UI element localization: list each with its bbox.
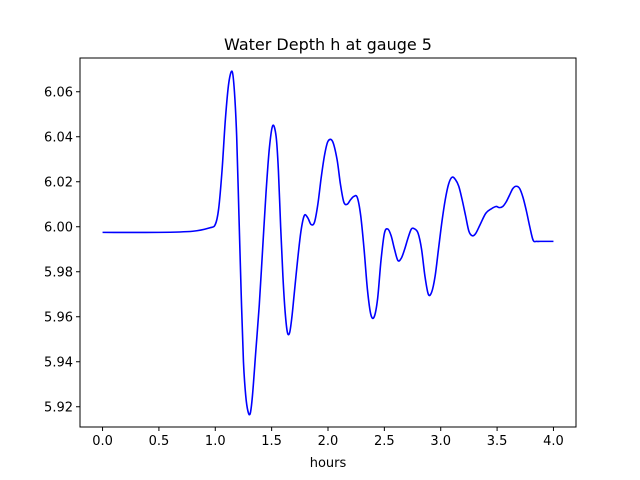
- x-axis-ticks: 0.0 0.5 1.0 1.5 2.0 2.5 3.0 3.5 4.0: [92, 427, 564, 449]
- x-tick-label: 2.0: [318, 434, 339, 449]
- x-tick-label: 1.0: [205, 434, 226, 449]
- y-tick-label: 5.96: [44, 310, 73, 325]
- series-line-water-depth: [102, 70, 554, 416]
- y-tick-label: 6.02: [44, 175, 73, 190]
- y-tick-label: 5.98: [44, 265, 73, 280]
- y-tick-label: 5.94: [44, 355, 73, 370]
- y-tick-label: 6.06: [44, 85, 73, 100]
- x-tick-label: 4.0: [543, 434, 564, 449]
- x-tick-label: 1.5: [261, 434, 282, 449]
- x-tick-label: 0.0: [92, 434, 113, 449]
- chart-title: Water Depth h at gauge 5: [224, 35, 432, 54]
- x-tick-label: 2.5: [374, 434, 395, 449]
- x-tick-label: 3.0: [430, 434, 451, 449]
- x-axis-label: hours: [310, 456, 347, 471]
- y-axis-ticks: 5.92 5.94 5.96 5.98 6.00 6.02 6.04 6.06: [44, 85, 80, 415]
- y-tick-label: 5.92: [44, 400, 73, 415]
- x-tick-label: 3.5: [487, 434, 508, 449]
- y-tick-label: 6.00: [44, 220, 73, 235]
- y-tick-label: 6.04: [44, 130, 73, 145]
- plot-area-frame: [79, 57, 577, 428]
- x-tick-label: 0.5: [149, 434, 170, 449]
